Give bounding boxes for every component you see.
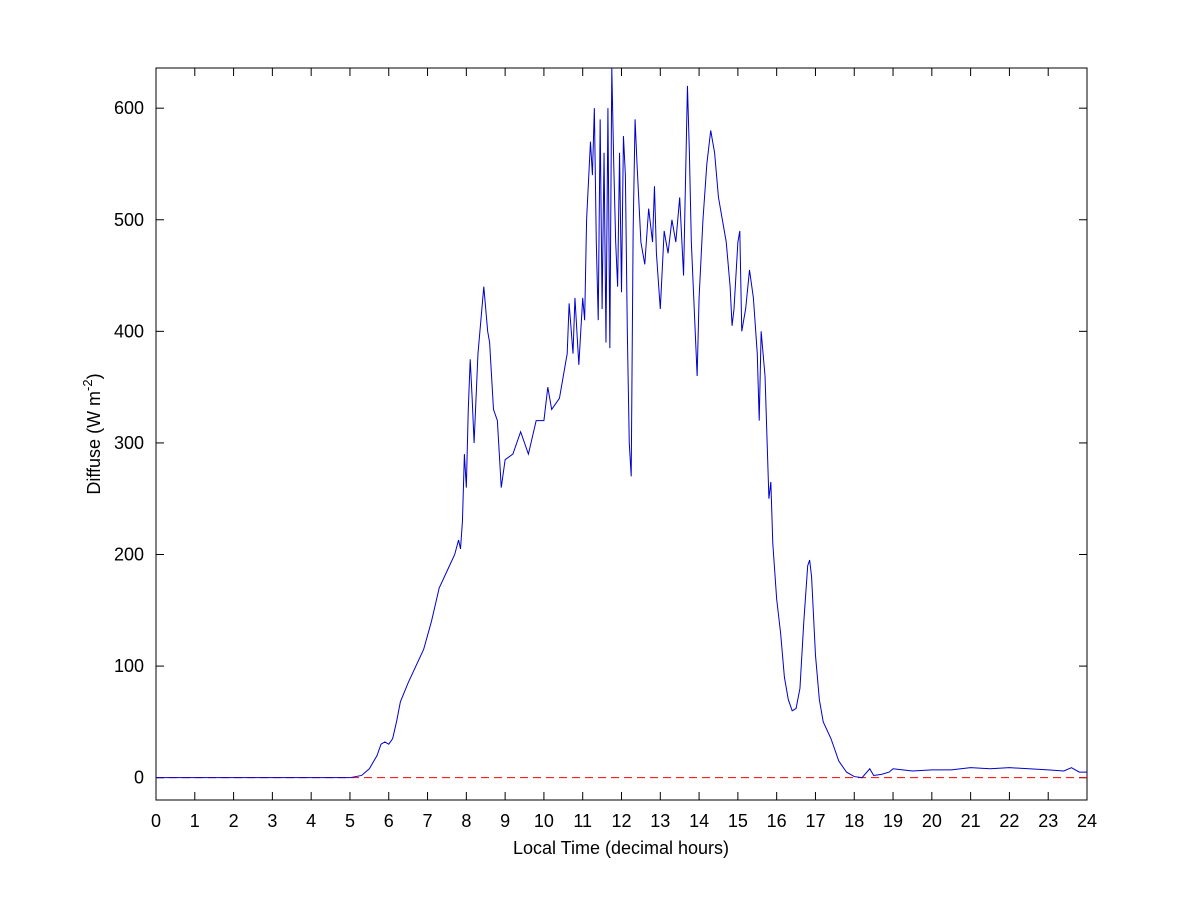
y-tick-label: 100 — [114, 656, 144, 676]
x-tick-label: 13 — [650, 811, 670, 831]
x-tick-label: 11 — [573, 811, 592, 831]
x-tick-label: 24 — [1077, 811, 1097, 831]
x-tick-label: 9 — [500, 811, 510, 831]
x-tick-label: 1 — [190, 811, 200, 831]
y-tick-label: 200 — [114, 545, 144, 565]
x-tick-label: 12 — [611, 811, 631, 831]
y-tick-label: 400 — [114, 321, 144, 341]
x-tick-label: 7 — [423, 811, 433, 831]
y-axis-label: Diffuse (W m-2) — [80, 373, 104, 494]
x-tick-label: 20 — [922, 811, 942, 831]
x-tick-label: 14 — [689, 811, 709, 831]
x-tick-label: 18 — [844, 811, 864, 831]
x-tick-label: 19 — [883, 811, 903, 831]
y-tick-label: 500 — [114, 210, 144, 230]
y-label-tail: ) — [84, 373, 104, 379]
y-tick-label: 600 — [114, 98, 144, 118]
x-tick-label: 22 — [999, 811, 1019, 831]
x-tick-label: 15 — [728, 811, 748, 831]
x-tick-label: 16 — [767, 811, 787, 831]
plot-area — [155, 67, 1088, 801]
data-line — [156, 67, 1087, 779]
x-tick-label: 6 — [384, 811, 394, 831]
x-tick-label: 10 — [534, 811, 554, 831]
x-tick-label: 2 — [229, 811, 239, 831]
x-tick-label: 23 — [1038, 811, 1058, 831]
x-tick-label: 8 — [461, 811, 471, 831]
y-label-sup: -2 — [80, 379, 95, 391]
x-tick-label: 5 — [345, 811, 355, 831]
x-tick-label: 4 — [306, 811, 316, 831]
x-tick-label: 3 — [267, 811, 277, 831]
y-tick-label: 300 — [114, 433, 144, 453]
y-tick-label: 0 — [134, 768, 144, 788]
x-tick-label: 17 — [805, 811, 825, 831]
x-tick-label: 0 — [151, 811, 161, 831]
y-label-text: Diffuse (W m — [84, 391, 104, 495]
x-tick-label: 21 — [961, 811, 981, 831]
x-axis-label: Local Time (decimal hours) — [513, 838, 729, 858]
